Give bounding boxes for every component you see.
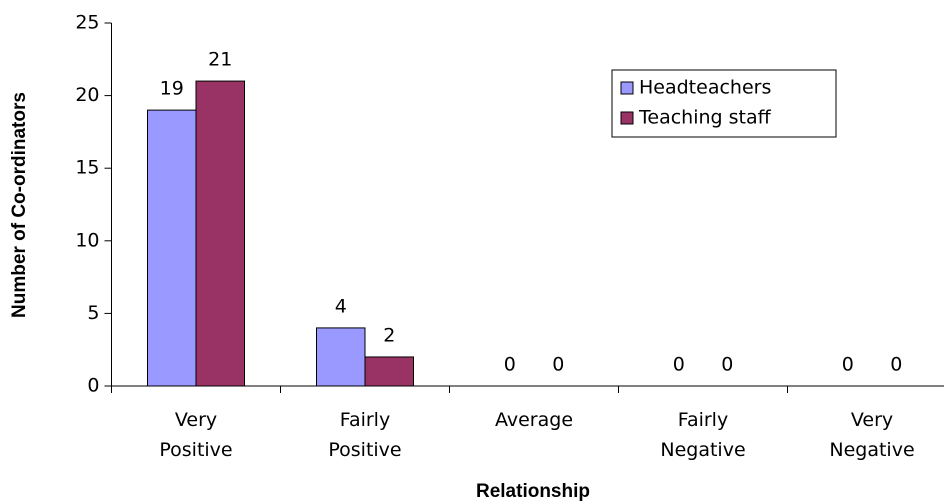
y-tick-label: 5 bbox=[87, 302, 99, 324]
legend-label: Teaching staff bbox=[638, 107, 772, 129]
legend-label: Headteachers bbox=[639, 77, 771, 99]
data-label: 0 bbox=[721, 354, 733, 376]
x-tick-label: Fairly Negative bbox=[660, 409, 745, 461]
data-label: 4 bbox=[335, 295, 347, 317]
y-axis-title: Number of Co-ordinators bbox=[9, 92, 30, 318]
x-axis-title: Relationship bbox=[476, 481, 590, 502]
bar bbox=[364, 356, 414, 387]
y-tick-label: 15 bbox=[75, 157, 99, 179]
data-label: 0 bbox=[890, 354, 902, 376]
x-tick-label: Very Negative bbox=[829, 409, 914, 461]
data-label: 19 bbox=[160, 78, 184, 100]
x-tick-label: Fairly Positive bbox=[328, 409, 401, 461]
data-label: 21 bbox=[208, 49, 232, 71]
legend-swatch bbox=[620, 81, 634, 95]
data-label: 0 bbox=[504, 354, 516, 376]
y-tick-label: 10 bbox=[75, 229, 99, 251]
y-tick-label: 20 bbox=[75, 84, 99, 106]
data-label: 0 bbox=[552, 354, 564, 376]
legend-swatch bbox=[620, 111, 634, 125]
x-tick-label: Very Positive bbox=[159, 409, 232, 461]
y-tick-label: 0 bbox=[87, 375, 99, 397]
bar bbox=[147, 109, 197, 387]
y-tick-label: 25 bbox=[75, 12, 99, 34]
data-label: 0 bbox=[673, 354, 685, 376]
data-label: 2 bbox=[383, 324, 395, 346]
data-label: 0 bbox=[842, 354, 854, 376]
legend-box bbox=[611, 69, 837, 138]
bar bbox=[316, 327, 366, 387]
bar bbox=[195, 80, 245, 387]
x-tick-label: Average bbox=[495, 409, 573, 431]
